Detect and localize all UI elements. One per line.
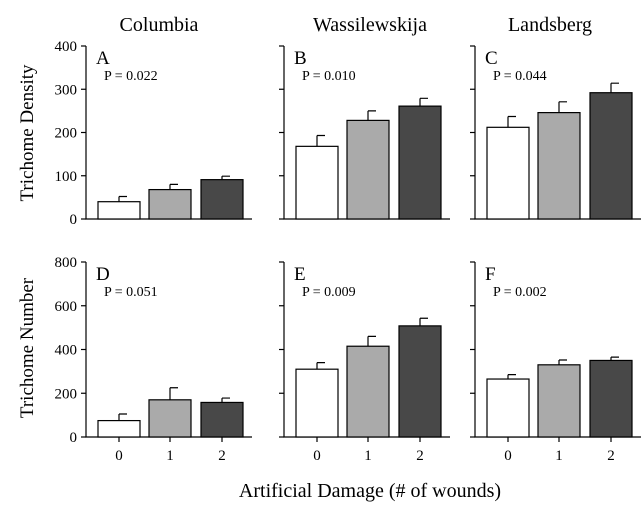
error-bar: [558, 101, 567, 113]
panel-letter: D: [96, 264, 110, 285]
y-tick-label: 0: [70, 430, 78, 446]
p-value: P = 0.002: [493, 285, 547, 300]
y-tick-label: 400: [55, 343, 78, 359]
y-tick-label: 400: [55, 39, 78, 55]
panel-letter: C: [485, 48, 498, 69]
y-tick-label: 100: [55, 169, 78, 185]
error-bar: [367, 335, 376, 347]
bar-c-2: [589, 92, 633, 220]
error-bar: [610, 356, 619, 361]
column-title-landsberg: Landsberg: [508, 14, 592, 36]
p-value: P = 0.009: [302, 285, 356, 300]
x-tick-label: 0: [115, 448, 123, 464]
x-axis-label: Artificial Damage (# of wounds): [239, 480, 501, 502]
error-bar: [118, 195, 127, 202]
x-tick-label: 2: [218, 448, 226, 464]
panel-a: 0 100 200 300 400 AP = 0.022: [55, 39, 252, 228]
bar-f-0: [486, 378, 530, 438]
error-bar: [169, 387, 178, 400]
error-bar: [316, 362, 325, 370]
x-tick-label: 0: [313, 448, 321, 464]
column-title-columbia: Columbia: [120, 14, 199, 36]
error-bar: [221, 175, 230, 180]
x-tick-label: 2: [416, 448, 424, 464]
error-bar: [316, 134, 325, 147]
bar-b-1: [346, 119, 390, 220]
bar-b-0: [295, 145, 339, 220]
p-value: P = 0.010: [302, 69, 356, 84]
row-label-density: Trichome Density: [17, 64, 38, 202]
bar-d-2: [200, 401, 244, 438]
p-value: P = 0.022: [104, 69, 158, 84]
bar-c-0: [486, 126, 530, 220]
error-bar: [558, 359, 567, 365]
y-tick-label: 800: [55, 255, 78, 271]
bar-f-2: [589, 359, 633, 438]
panel-letter: E: [294, 264, 306, 285]
bar-d-1: [148, 399, 192, 438]
row-label-number: Trichome Number: [17, 277, 38, 418]
column-title-wassilewskija: Wassilewskija: [313, 14, 427, 36]
error-bar: [610, 82, 619, 93]
bar-a-1: [148, 188, 192, 220]
panel-letter: F: [485, 264, 496, 285]
error-bar: [419, 97, 428, 107]
x-tick-label: 1: [555, 448, 563, 464]
error-bar: [507, 115, 516, 128]
error-bar: [507, 374, 516, 380]
bar-b-2: [398, 105, 442, 220]
bar-a-2: [200, 179, 244, 220]
y-tick-label: 200: [55, 126, 78, 142]
x-tick-label: 1: [364, 448, 372, 464]
panel-letter: B: [294, 48, 307, 69]
panel-c: CP = 0.044: [470, 45, 641, 220]
error-bar: [169, 183, 178, 190]
p-value: P = 0.051: [104, 285, 158, 300]
bar-e-2: [398, 325, 442, 438]
p-value: P = 0.044: [493, 69, 547, 84]
panel-d: 0 200 400 600 800 0 1 2 DP = 0.051: [55, 255, 252, 464]
x-tick-label: 2: [607, 448, 615, 464]
bar-e-0: [295, 368, 339, 438]
bar-d-0: [97, 419, 141, 438]
y-tick-label: 0: [70, 212, 78, 228]
x-tick-label: 1: [166, 448, 174, 464]
bar-a-0: [97, 201, 141, 220]
panel-b: BP = 0.010: [279, 45, 450, 220]
error-bar: [419, 317, 428, 326]
error-bar: [367, 110, 376, 121]
bar-e-1: [346, 345, 390, 438]
y-tick-label: 300: [55, 82, 78, 98]
error-bar: [118, 413, 127, 421]
x-tick-label: 0: [504, 448, 512, 464]
y-tick-label: 600: [55, 299, 78, 315]
column-titles: Columbia Wassilewskija Landsberg: [120, 14, 592, 36]
error-bar: [221, 397, 230, 403]
bar-c-1: [537, 112, 581, 220]
panel-letter: A: [96, 48, 110, 69]
panel-f: 0 1 2 FP = 0.002: [470, 261, 641, 464]
panel-e: 0 1 2 EP = 0.009: [279, 261, 450, 464]
bar-f-1: [537, 364, 581, 438]
y-tick-label: 200: [55, 386, 78, 402]
